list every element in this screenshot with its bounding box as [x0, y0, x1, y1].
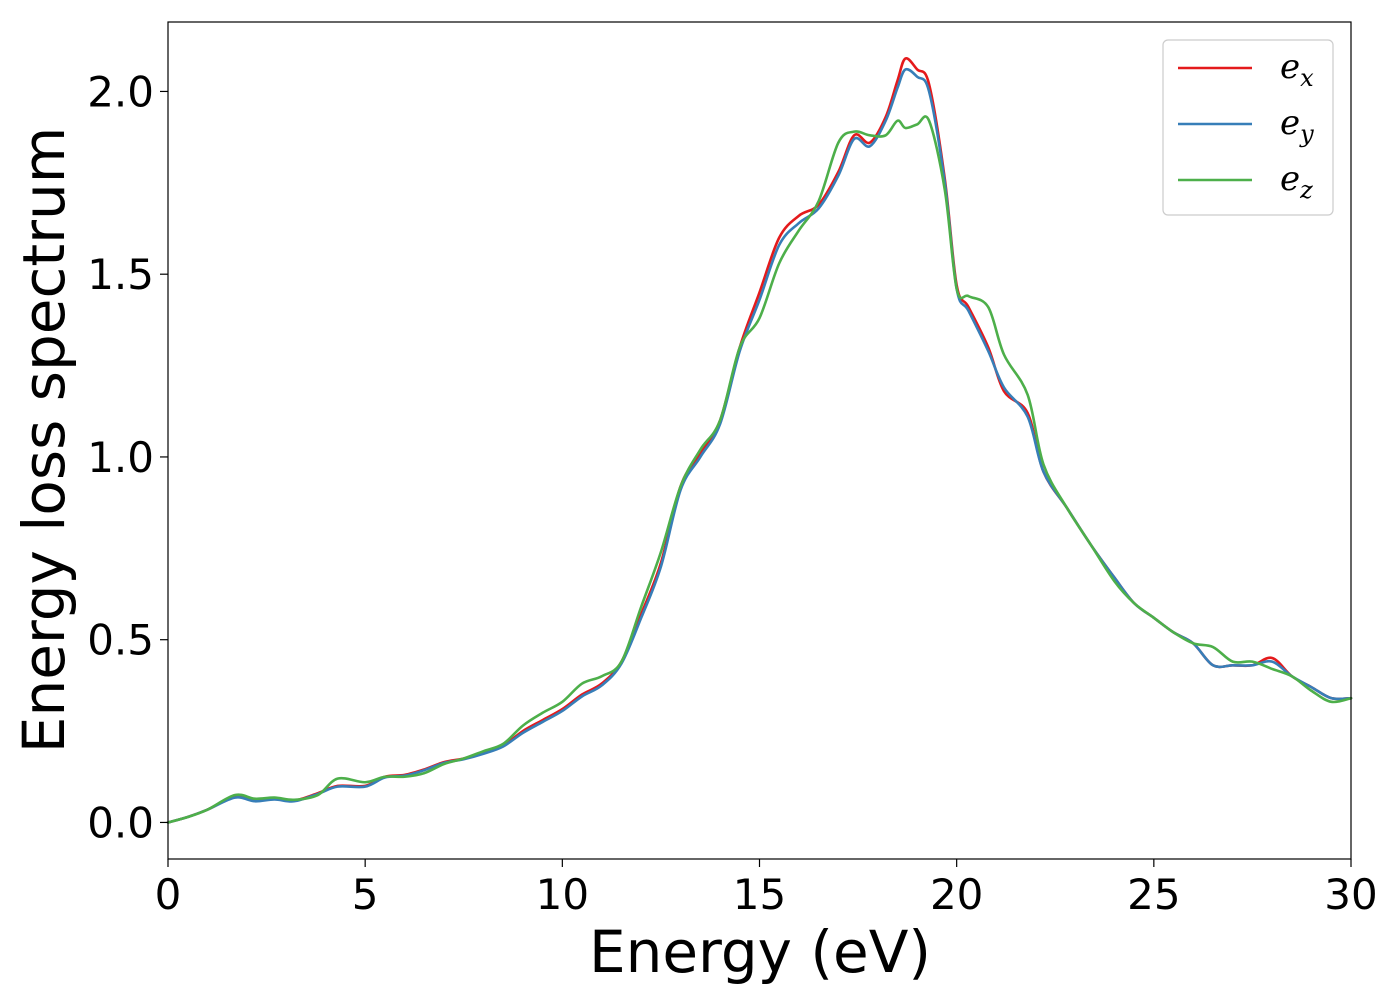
legend-box: [1162, 39, 1334, 216]
x-tick-label: 25: [1127, 870, 1180, 919]
x-axis-label: Energy (eV): [589, 918, 931, 986]
legend-label-x: ex: [1280, 47, 1314, 92]
x-tick-label: 5: [352, 870, 379, 919]
legend-label-z: ez: [1280, 159, 1313, 204]
legend: ex ey ez: [1162, 39, 1334, 216]
y-axis-label: Energy loss spectrum: [10, 127, 78, 753]
series-line-z: [166, 115, 1353, 824]
y-axis-ticks: 0.0 0.5 1.0 1.5 2.0: [87, 67, 168, 847]
y-tick-label: 1.5: [87, 250, 154, 299]
x-tick-label: 15: [733, 870, 786, 919]
x-tick-label: 30: [1324, 870, 1377, 919]
x-tick-label: 0: [155, 870, 182, 919]
legend-label-y: ey: [1280, 103, 1314, 148]
y-tick-label: 0.5: [87, 616, 154, 665]
y-tick-label: 0.0: [87, 798, 154, 847]
y-tick-label: 2.0: [87, 67, 154, 116]
y-tick-label: 1.0: [87, 433, 154, 482]
x-axis-ticks: 0 5 10 15 20 25 30: [155, 859, 1378, 919]
x-tick-label: 10: [536, 870, 589, 919]
plot-lines: [166, 57, 1353, 824]
x-tick-label: 20: [930, 870, 983, 919]
